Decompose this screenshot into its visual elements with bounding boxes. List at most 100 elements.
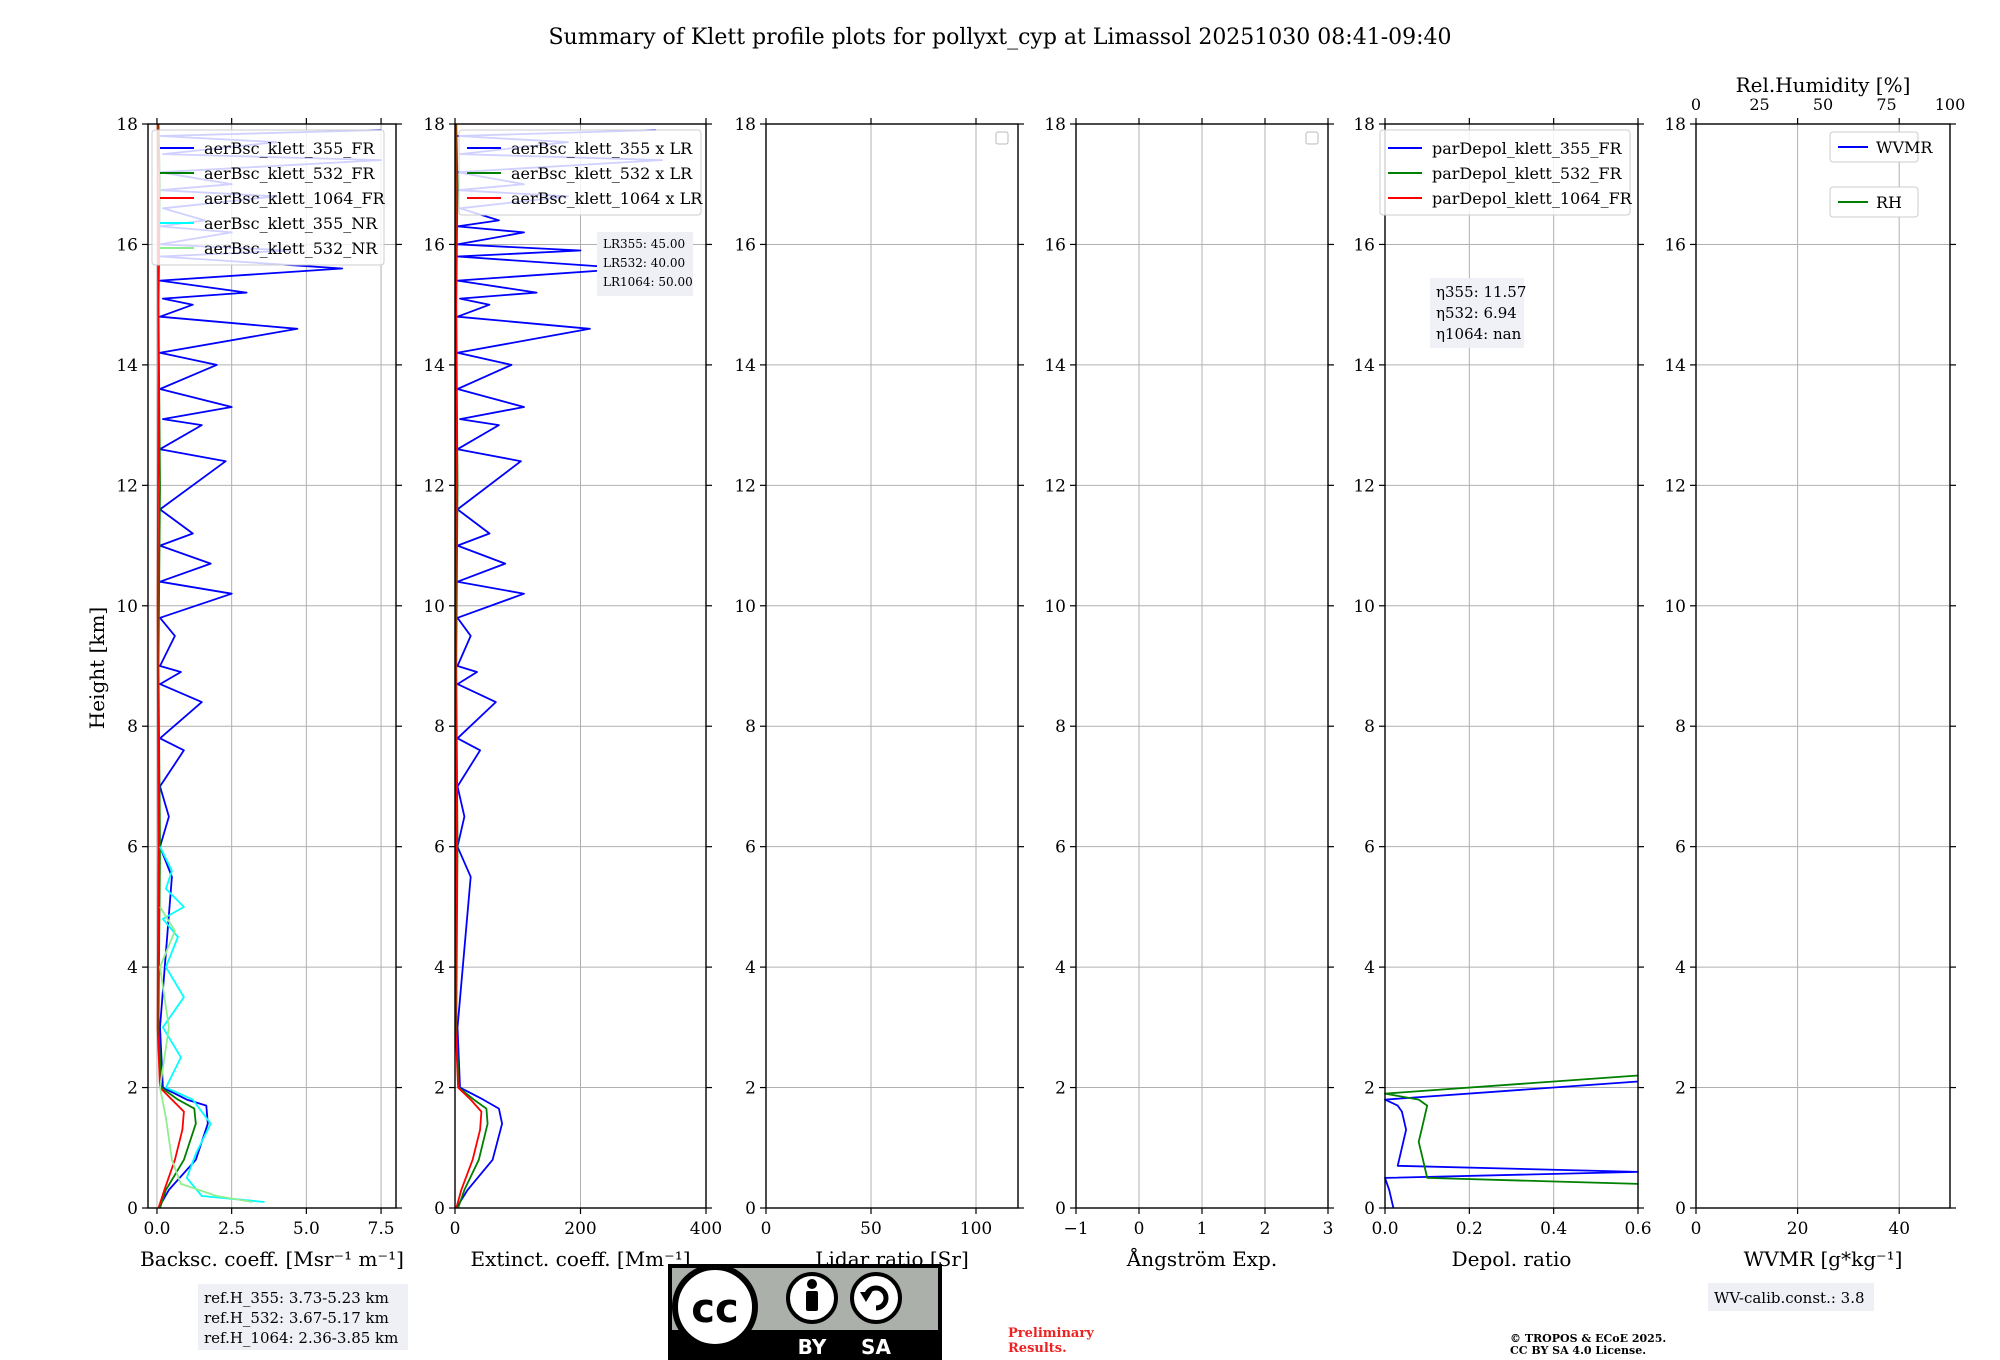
x-tick-label-lr: 50 (860, 1219, 882, 1239)
x-tick-label-bsc: 0.0 (143, 1219, 170, 1239)
y-tick-label-ext: 0 (434, 1199, 445, 1219)
y-tick-label-dep: 0 (1364, 1199, 1375, 1219)
legend-label-bsc-4: aerBsc_klett_532_NR (204, 239, 378, 258)
y-tick-label-dep: 8 (1364, 717, 1375, 737)
legend-label-dep-2: parDepol_klett_1064_FR (1432, 189, 1633, 208)
y-tick-label-ext: 16 (423, 235, 445, 255)
lidar-ratio-box-bg (597, 232, 693, 296)
y-tick-label-ae: 10 (1044, 597, 1066, 617)
legend-label-dep-0: parDepol_klett_355_FR (1432, 139, 1623, 158)
y-tick-label-wv: 18 (1664, 115, 1686, 135)
y-axis-label: Height [km] (85, 607, 109, 729)
y-tick-label-ext: 18 (423, 115, 445, 135)
top-x-tick-label-wv: 0 (1691, 95, 1701, 114)
ref-height-box: ref.H_355: 3.73-5.23 km ref.H_532: 3.67-… (198, 1284, 408, 1350)
x-tick-label-bsc: 5.0 (293, 1219, 320, 1239)
copyright-line2: CC BY SA 4.0 License. (1510, 1344, 1646, 1357)
y-tick-label-wv: 8 (1675, 717, 1686, 737)
legend-label-wv-0: WVMR (1876, 138, 1933, 157)
y-tick-label-lr: 14 (734, 356, 756, 376)
series-line-bsc-1 (157, 123, 197, 1209)
ref-height-box-bg (198, 1284, 408, 1350)
wv-calib-const: WV-calib.const.: 3.8 (1714, 1289, 1865, 1307)
x-tick-label-dep: 0.6 (1624, 1219, 1651, 1239)
panels-group: 0.0 2.5 5.0 7.5 0 2 4 6 8 10 12 14 16 18 Backsc. coeff… (116, 73, 1965, 1271)
y-tick-label-lr: 8 (745, 717, 756, 737)
copyright-line1: © TROPOS & ECoE 2025. (1510, 1332, 1666, 1345)
series-line-bsc-0 (157, 129, 383, 1209)
y-tick-label-dep: 4 (1364, 958, 1375, 978)
plot-frame-wv (1695, 123, 1951, 1209)
panel-bsc: 0.0 2.5 5.0 7.5 0 2 4 6 8 10 12 14 16 18 Backsc. coeff… (116, 115, 404, 1271)
x-tick-label-ext: 400 (690, 1219, 722, 1239)
y-tick-label-ext: 10 (423, 597, 445, 617)
eta-532: η532: 6.94 (1436, 304, 1517, 322)
legend-box-wv (1829, 131, 1919, 163)
top-x-tick-label-wv: 25 (1749, 95, 1769, 114)
y-tick-label-bsc: 12 (116, 476, 138, 496)
lr-355: LR355: 45.00 (603, 237, 685, 251)
x-tick-label-bsc: 2.5 (218, 1219, 245, 1239)
legend-empty-lr (995, 131, 1009, 145)
series-line-dep-1 (1384, 1074, 1639, 1185)
x-tick-label-lr: 100 (960, 1219, 992, 1239)
preliminary-line1: Preliminary (1008, 1326, 1094, 1341)
y-tick-label-dep: 2 (1364, 1079, 1375, 1099)
y-tick-label-dep: 18 (1353, 115, 1375, 135)
y-tick-label-lr: 2 (745, 1079, 756, 1099)
legend-box-dep (1379, 129, 1631, 216)
plot-frame-ae (1075, 123, 1329, 1209)
x-tick-label-dep: 0.4 (1540, 1219, 1567, 1239)
y-tick-label-ext: 2 (434, 1079, 445, 1099)
y-tick-label-ae: 0 (1055, 1199, 1066, 1219)
series-line-bsc-4 (159, 906, 253, 1203)
x-tick-label-wv: 20 (1787, 1219, 1809, 1239)
top-x-tick-label-wv: 75 (1876, 95, 1896, 114)
y-tick-label-bsc: 0 (127, 1199, 138, 1219)
y-tick-label-ae: 16 (1044, 235, 1066, 255)
y-tick-label-ext: 14 (423, 356, 445, 376)
x-axis-label-bsc: Backsc. coeff. [Msr⁻¹ m⁻¹] (140, 1247, 404, 1271)
series-line-dep-0 (1384, 1080, 1639, 1209)
eta-box: η355: 11.57 η532: 6.94 η1064: nan (1430, 278, 1526, 348)
x-axis-label-ext: Extinct. coeff. [Mm⁻¹] (470, 1247, 690, 1271)
preliminary-line2: Results. (1008, 1341, 1067, 1356)
by-person-head (807, 1279, 817, 1289)
ref-height-532: ref.H_532: 3.67-5.17 km (204, 1309, 389, 1327)
y-tick-label-wv: 2 (1675, 1079, 1686, 1099)
y-tick-label-bsc: 6 (127, 838, 138, 858)
y-tick-label-lr: 4 (745, 958, 756, 978)
sa-label: SA (861, 1335, 891, 1359)
ref-height-1064: ref.H_1064: 2.36-3.85 km (204, 1329, 398, 1347)
y-tick-label-ae: 6 (1055, 838, 1066, 858)
x-tick-label-wv: 0 (1691, 1219, 1702, 1239)
by-person-body (806, 1291, 818, 1311)
panel-wv: 0 20 40 0 2 4 6 8 10 12 14 16 18 WVMR [g*kg⁻¹] 0 25 50 75… (1664, 73, 1965, 1271)
y-tick-label-dep: 10 (1353, 597, 1375, 617)
legend-box-bsc (151, 129, 385, 266)
x-tick-label-ext: 200 (564, 1219, 596, 1239)
y-tick-label-lr: 16 (734, 235, 756, 255)
legend-empty-ae (1305, 131, 1319, 145)
x-axis-label-wv: WVMR [g*kg⁻¹] (1744, 1247, 1903, 1271)
x-tick-label-dep: 0.2 (1456, 1219, 1483, 1239)
x-tick-label-bsc: 7.5 (368, 1219, 395, 1239)
legend-label-dep-1: parDepol_klett_532_FR (1432, 164, 1623, 183)
sa-share-arrowhead (860, 1292, 872, 1302)
plot-frame-dep (1384, 123, 1639, 1209)
y-tick-label-ae: 4 (1055, 958, 1066, 978)
legend-label-ext-0: aerBsc_klett_355 x LR (511, 139, 693, 158)
top-x-axis-label-wv: Rel.Humidity [%] (1736, 73, 1911, 97)
y-tick-label-wv: 10 (1664, 597, 1686, 617)
eta-355: η355: 11.57 (1436, 283, 1526, 301)
plot-frame-lr (765, 123, 1019, 1209)
y-tick-label-ext: 12 (423, 476, 445, 496)
y-tick-label-ext: 8 (434, 717, 445, 737)
eta-box-bg (1430, 278, 1524, 348)
y-tick-label-ae: 14 (1044, 356, 1066, 376)
x-tick-label-lr: 0 (761, 1219, 772, 1239)
plot-frame-ext (454, 123, 707, 1209)
